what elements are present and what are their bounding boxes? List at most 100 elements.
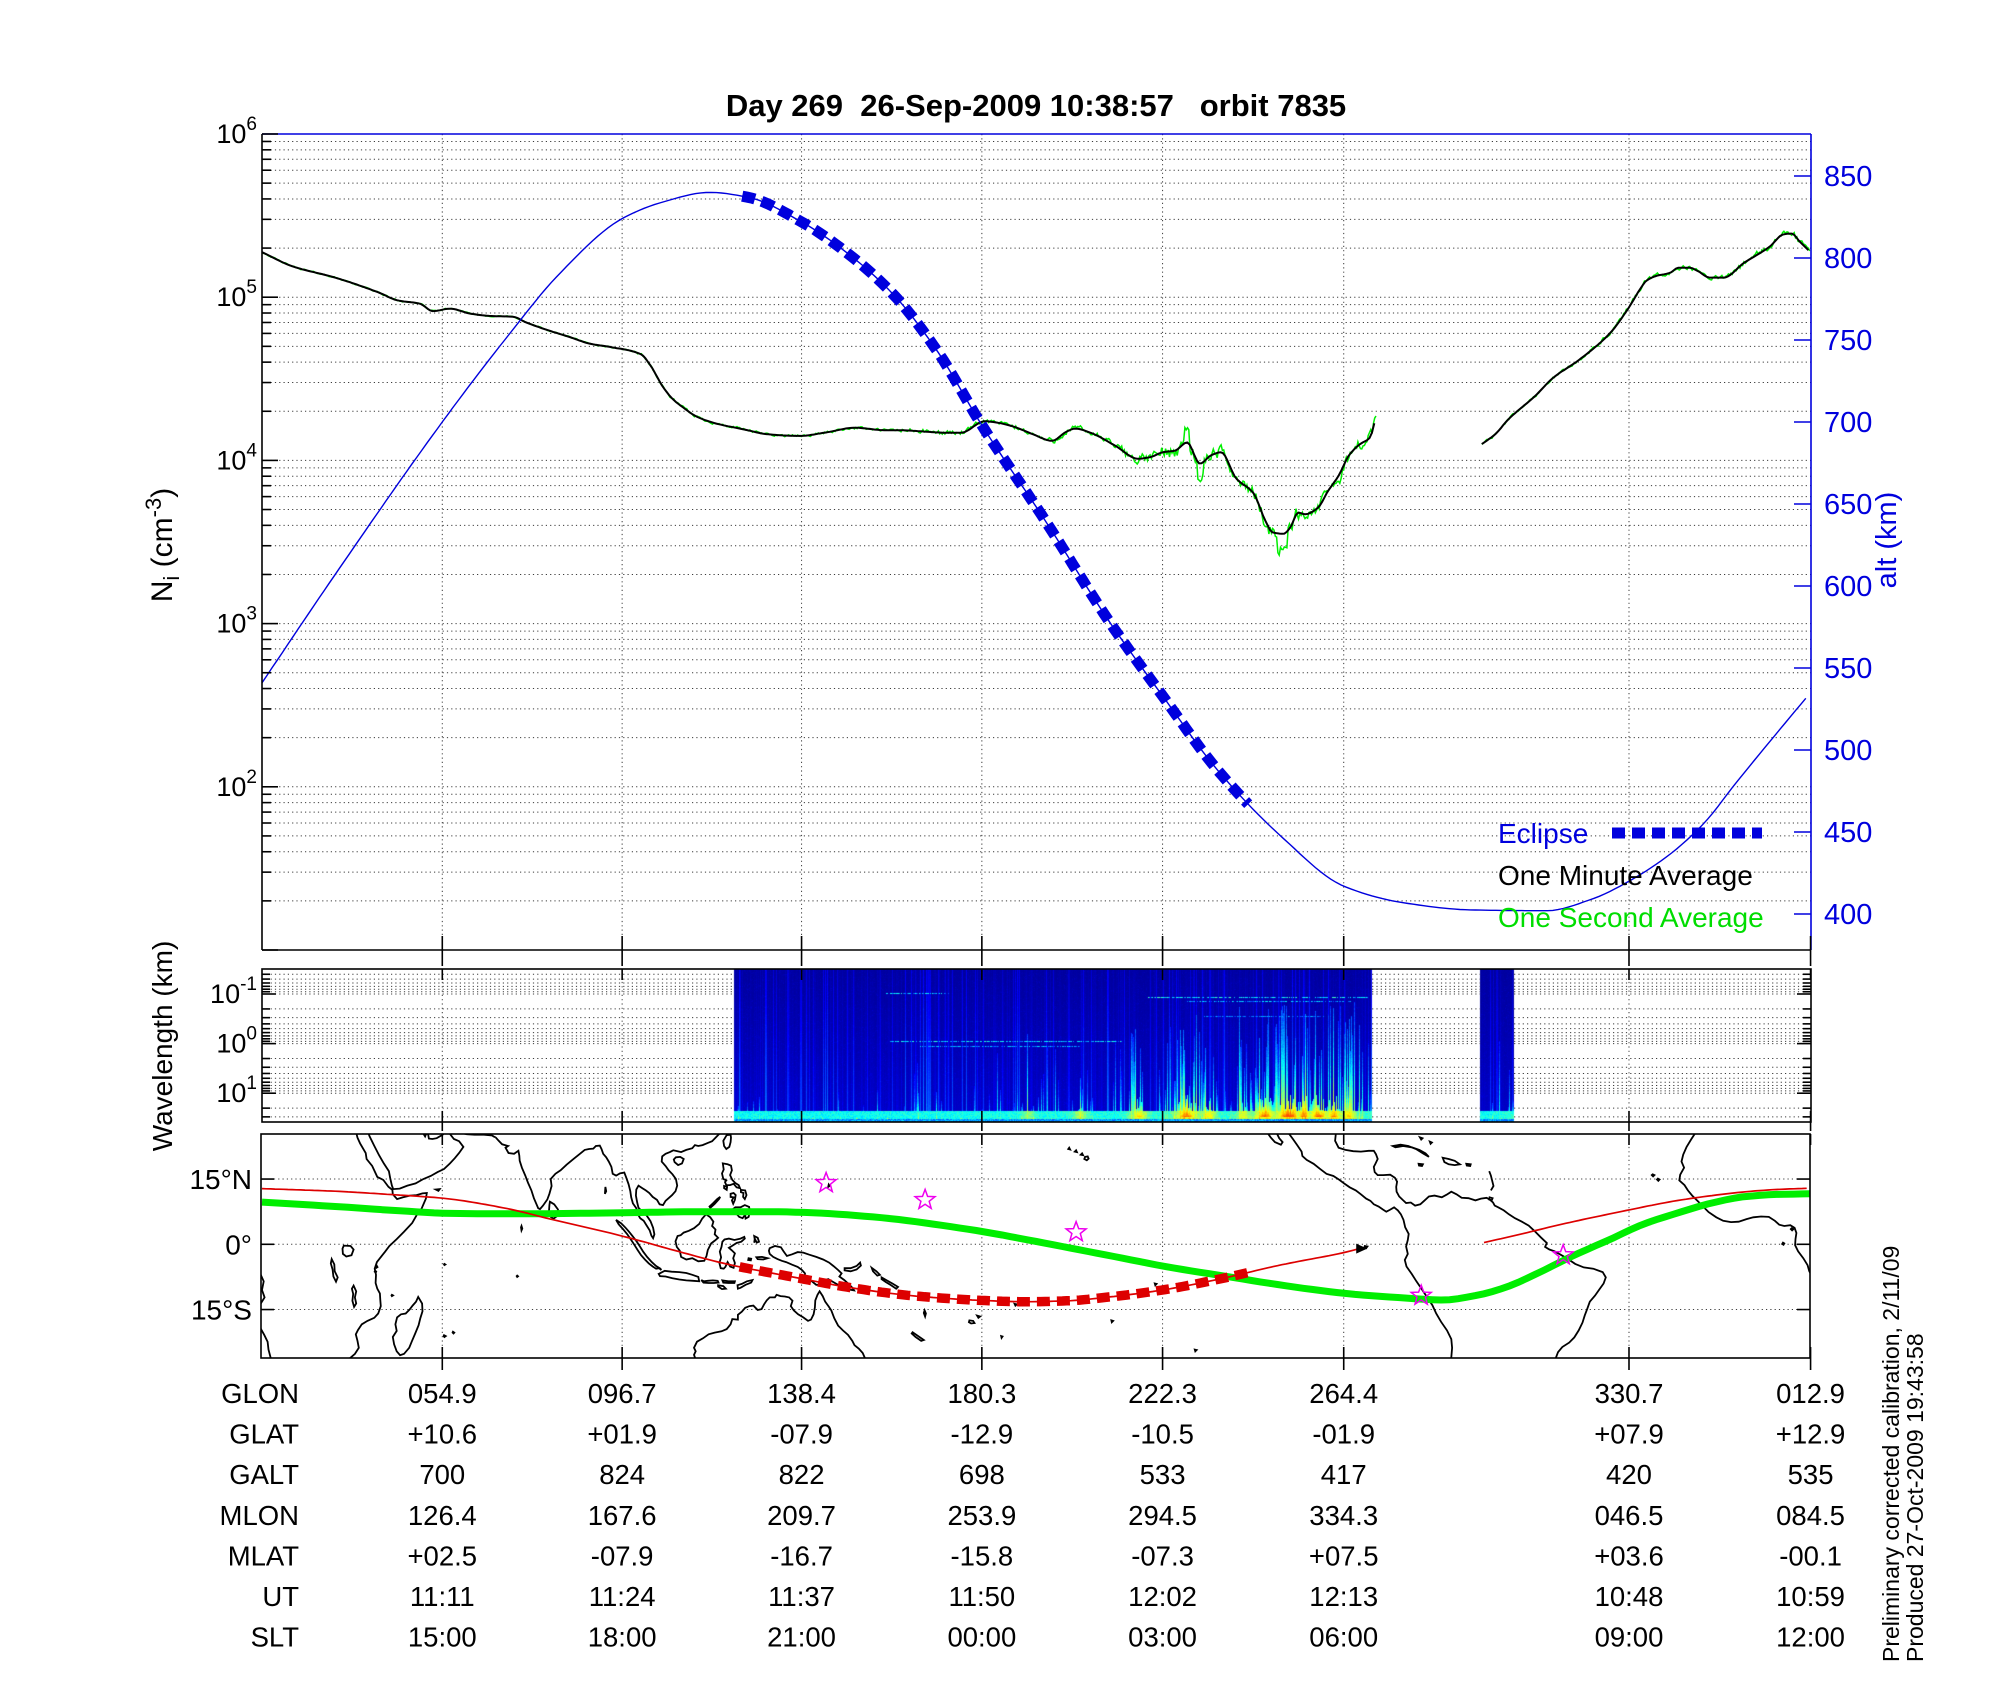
table-cell: -00.1	[1779, 1540, 1842, 1571]
table-cell: 420	[1606, 1459, 1652, 1490]
table-cell: 334.3	[1309, 1500, 1378, 1531]
star-marker	[1409, 1282, 1434, 1306]
table-cell: 06:00	[1309, 1622, 1378, 1653]
alt-tick-label: 600	[1824, 571, 1872, 603]
table-cell: +07.9	[1594, 1419, 1664, 1450]
side-note-line2: Produced 27-Oct-2009 19:43:58	[1902, 1333, 1928, 1662]
page-title: Day 269 26-Sep-2009 10:38:57 orbit 7835	[726, 88, 1346, 123]
table-cell: 11:24	[589, 1581, 656, 1612]
eclipse-segment	[741, 190, 1253, 808]
station-stars	[814, 1170, 1576, 1306]
table-cell: 535	[1788, 1459, 1834, 1490]
star-marker	[1551, 1242, 1576, 1266]
table-cell: 09:00	[1595, 1622, 1664, 1653]
table-cell: 138.4	[767, 1378, 836, 1409]
table-cell: 417	[1321, 1459, 1367, 1490]
table-cell: +12.9	[1776, 1419, 1846, 1450]
table-cell: +02.5	[407, 1540, 477, 1571]
table-cell: -16.7	[770, 1540, 833, 1571]
table-cell: +07.5	[1309, 1540, 1379, 1571]
table-row-label: MLAT	[228, 1540, 300, 1571]
table-cell: 10:48	[1595, 1581, 1664, 1612]
alt-tick-label: 400	[1824, 899, 1872, 931]
table-cell: -07.9	[591, 1540, 654, 1571]
coastlines	[261, 1134, 1810, 1358]
table-cell: -07.3	[1131, 1540, 1194, 1571]
track-arrow	[1356, 1243, 1368, 1254]
table-cell: 222.3	[1128, 1378, 1197, 1409]
table-row-label: GALT	[229, 1459, 299, 1490]
legend-one-minute-label: One Minute Average	[1498, 860, 1753, 891]
table-cell: 209.7	[767, 1500, 836, 1531]
ground-track	[261, 1187, 1807, 1307]
gridlines	[261, 134, 1811, 1358]
density-axis-title: Ni (cm-3)	[141, 488, 184, 602]
table-cell: 084.5	[1776, 1500, 1845, 1531]
table-cell: 698	[959, 1459, 1005, 1490]
wavelength-tick-label: 100	[216, 1024, 257, 1059]
density-tick-label: 106	[216, 114, 257, 149]
table-cell: 12:00	[1776, 1622, 1845, 1653]
table-cell: 253.9	[947, 1500, 1016, 1531]
table-cell: 10:59	[1776, 1581, 1845, 1612]
table-cell: 294.5	[1128, 1500, 1197, 1531]
table-cell: 180.3	[947, 1378, 1016, 1409]
table-cell: 12:02	[1128, 1581, 1197, 1612]
alt-tick-label: 650	[1824, 489, 1872, 521]
alt-tick-label: 450	[1824, 817, 1872, 849]
alt-tick-label: 500	[1824, 735, 1872, 767]
table-cell: -01.9	[1312, 1419, 1375, 1450]
map-lat-tick-label: 0°	[225, 1229, 252, 1260]
table-cell: 18:00	[588, 1622, 657, 1653]
density-tick-label: 105	[216, 277, 257, 312]
table-row-label: UT	[262, 1581, 299, 1612]
tick-labels: 106 105 104 103 102 10-1 100 101 850 800 750 700 650…	[141, 114, 1872, 1326]
star-marker	[1064, 1219, 1089, 1243]
alt-tick-label: 750	[1824, 325, 1872, 357]
one-minute-average-curve	[262, 251, 1376, 535]
table-cell: -07.9	[770, 1419, 833, 1450]
alt-tick-label: 850	[1824, 161, 1872, 193]
map-lat-tick-label: 15°S	[191, 1295, 252, 1326]
table-cell: 264.4	[1309, 1378, 1378, 1409]
table-cell: 21:00	[767, 1622, 836, 1653]
table-cell: 012.9	[1776, 1378, 1845, 1409]
table-cell: 03:00	[1128, 1622, 1197, 1653]
star-marker	[814, 1170, 839, 1194]
magnetic-equator-line	[261, 1190, 1810, 1304]
table-cell: +03.6	[1594, 1540, 1664, 1571]
table-row-label: GLAT	[229, 1419, 299, 1450]
top-panel-series	[262, 190, 1811, 912]
table-cell: 533	[1140, 1459, 1186, 1490]
alt-tick-label: 700	[1824, 407, 1872, 439]
table-cell: 00:00	[947, 1622, 1016, 1653]
one-minute-average-curve	[1481, 232, 1810, 445]
table-cell: 15:00	[408, 1622, 477, 1653]
star-marker	[913, 1187, 938, 1211]
table-cell: -15.8	[951, 1540, 1014, 1571]
table-cell: 700	[419, 1459, 465, 1490]
table-cell: 12:13	[1309, 1581, 1378, 1612]
wavelength-axis-title: Wavelength (km)	[147, 941, 178, 1152]
table-cell: +01.9	[587, 1419, 657, 1450]
table-cell: 11:37	[768, 1581, 835, 1612]
legend-one-second-label: One Second Average	[1498, 902, 1764, 933]
table-cell: 11:11	[410, 1581, 475, 1612]
one-second-average-curve	[1481, 230, 1811, 445]
map-layer	[261, 1134, 1810, 1358]
table-cell: 11:50	[948, 1581, 1015, 1612]
density-tick-label: 103	[216, 604, 257, 639]
density-tick-label: 104	[216, 440, 257, 475]
table-cell: 822	[779, 1459, 825, 1490]
altitude-curve	[262, 191, 1807, 912]
wavelength-tick-label: 101	[216, 1073, 257, 1108]
table-cell: 126.4	[408, 1500, 477, 1531]
legend-eclipse-label: Eclipse	[1498, 818, 1588, 849]
table-row-label: MLON	[220, 1500, 299, 1531]
table-cell: 096.7	[588, 1378, 657, 1409]
alt-axis-title: alt (km)	[1871, 492, 1903, 589]
table-cell: 824	[599, 1459, 645, 1490]
table-cell: 167.6	[588, 1500, 657, 1531]
map-lat-tick-label: 15°N	[189, 1164, 252, 1195]
